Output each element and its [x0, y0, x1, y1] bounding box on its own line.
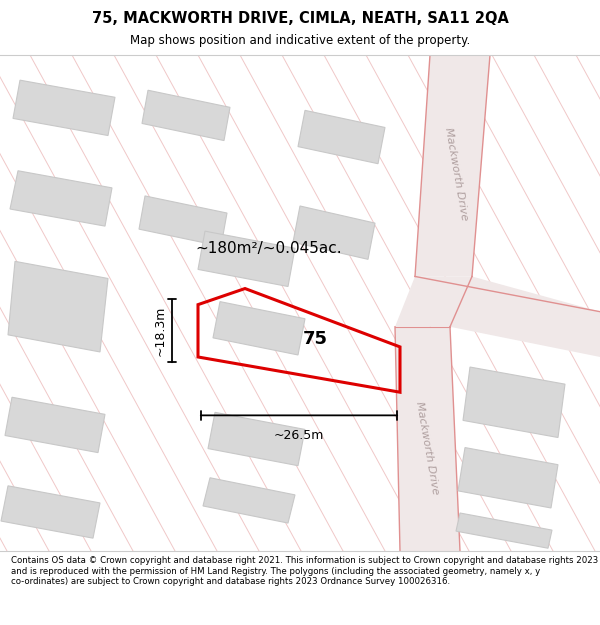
Polygon shape	[198, 231, 295, 286]
Text: 75: 75	[302, 330, 328, 348]
Text: Mackworth Drive: Mackworth Drive	[443, 126, 469, 221]
Polygon shape	[456, 513, 552, 548]
Text: ~18.3m: ~18.3m	[154, 306, 167, 356]
Polygon shape	[293, 206, 375, 259]
Text: Mackworth Drive: Mackworth Drive	[414, 400, 440, 495]
Polygon shape	[13, 80, 115, 136]
Polygon shape	[142, 90, 230, 141]
Polygon shape	[213, 302, 305, 355]
Polygon shape	[10, 171, 112, 226]
Polygon shape	[203, 478, 295, 523]
Text: ~180m²/~0.045ac.: ~180m²/~0.045ac.	[195, 241, 341, 256]
Text: 75, MACKWORTH DRIVE, CIMLA, NEATH, SA11 2QA: 75, MACKWORTH DRIVE, CIMLA, NEATH, SA11 …	[92, 11, 508, 26]
Polygon shape	[395, 327, 460, 551]
Polygon shape	[415, 55, 490, 276]
Polygon shape	[5, 398, 105, 452]
Polygon shape	[208, 412, 305, 466]
Polygon shape	[463, 367, 565, 438]
Text: Contains OS data © Crown copyright and database right 2021. This information is : Contains OS data © Crown copyright and d…	[11, 556, 598, 586]
Polygon shape	[139, 196, 227, 246]
Polygon shape	[395, 276, 600, 357]
Text: ~26.5m: ~26.5m	[274, 429, 324, 442]
Text: Map shows position and indicative extent of the property.: Map shows position and indicative extent…	[130, 34, 470, 47]
Polygon shape	[298, 111, 385, 164]
Polygon shape	[458, 448, 558, 508]
Polygon shape	[1, 486, 100, 538]
Polygon shape	[8, 261, 108, 352]
